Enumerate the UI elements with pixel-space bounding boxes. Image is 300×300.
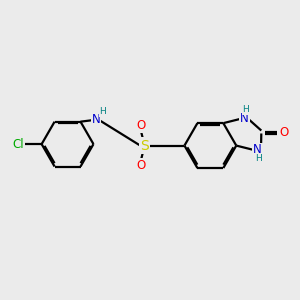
Text: O: O: [136, 119, 146, 132]
Text: N: N: [253, 143, 262, 157]
Text: S: S: [140, 139, 149, 153]
Text: N: N: [240, 112, 249, 125]
Text: H: H: [255, 154, 261, 163]
Text: H: H: [99, 107, 106, 116]
Text: O: O: [136, 159, 146, 172]
Text: Cl: Cl: [13, 138, 25, 151]
Text: H: H: [242, 105, 248, 114]
Text: N: N: [92, 113, 100, 126]
Text: O: O: [279, 125, 289, 139]
